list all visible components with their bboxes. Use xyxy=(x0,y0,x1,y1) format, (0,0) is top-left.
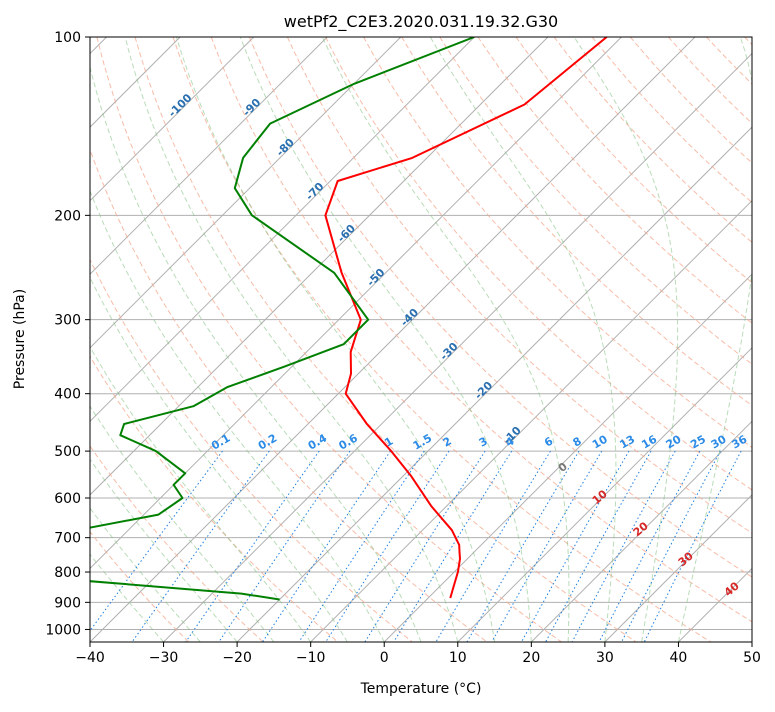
y-tick-label: 200 xyxy=(54,208,81,224)
x-tick-label: 50 xyxy=(743,650,761,666)
x-tick-label: −30 xyxy=(149,650,179,666)
y-tick-label: 100 xyxy=(54,30,81,46)
y-tick-label: 1000 xyxy=(45,622,81,638)
y-tick-label: 400 xyxy=(54,387,81,403)
x-tick-label: 30 xyxy=(596,650,614,666)
x-tick-label: 10 xyxy=(449,650,467,666)
x-tick-label: 0 xyxy=(380,650,389,666)
chart-title: wetPf2_C2E3.2020.031.19.32.G30 xyxy=(284,12,558,32)
y-tick-label: 300 xyxy=(54,313,81,329)
y-tick-label: 700 xyxy=(54,531,81,547)
y-tick-label: 800 xyxy=(54,565,81,581)
x-tick-label: −40 xyxy=(75,650,105,666)
y-tick-label: 900 xyxy=(54,595,81,611)
x-tick-label: −20 xyxy=(222,650,252,666)
x-axis-label: Temperature (°C) xyxy=(360,681,482,697)
x-tick-label: −10 xyxy=(296,650,326,666)
y-tick-label: 600 xyxy=(54,491,81,507)
y-tick-label: 500 xyxy=(54,444,81,460)
x-tick-label: 20 xyxy=(522,650,540,666)
x-tick-label: 40 xyxy=(670,650,688,666)
y-axis-label: Pressure (hPa) xyxy=(12,289,28,389)
